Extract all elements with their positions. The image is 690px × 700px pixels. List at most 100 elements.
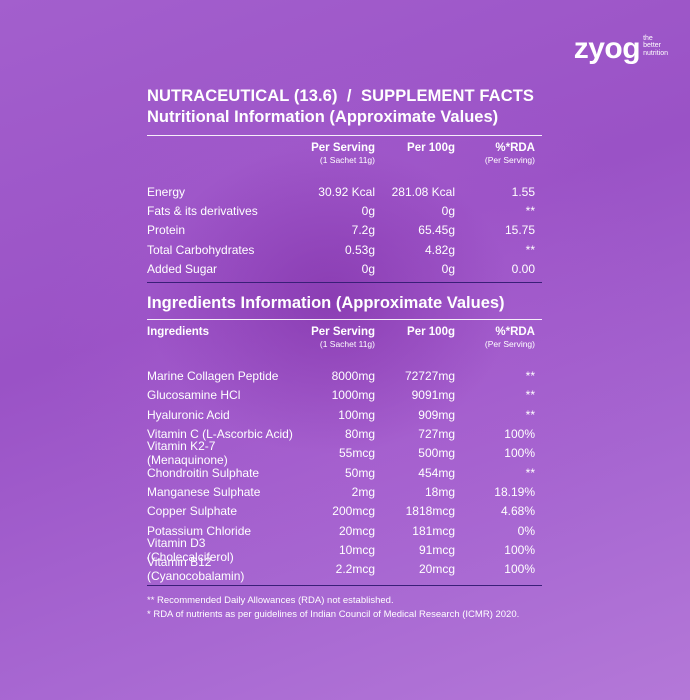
row-name: Vitamin B12 (Cyanocobalamin) xyxy=(147,555,245,584)
row-rda: 100% xyxy=(504,446,535,461)
row-name: Potassium Chloride xyxy=(147,523,252,538)
header-ingredients: Ingredients xyxy=(147,326,209,339)
ingredient-row: Marine Collagen Peptide 8000mg 72727mg ** xyxy=(147,366,542,385)
header-rda-main: %*RDA xyxy=(495,326,535,339)
footnote-rda-not-established: ** Recommended Daily Allowances (RDA) no… xyxy=(147,594,394,606)
nutrition-row: Fats & its derivatives 0g 0g ** xyxy=(147,201,542,220)
divider xyxy=(147,319,542,321)
header-rda-sub: (Per Serving) xyxy=(484,339,535,350)
row-name: Chondroitin Sulphate xyxy=(147,465,260,480)
ingredient-row: Copper Sulphate 200mcg 1818mcg 4.68% xyxy=(147,502,542,521)
row-per-serving: 2.2mcg xyxy=(335,562,375,577)
row-name: Glucosamine HCl xyxy=(147,388,241,403)
row-rda: 100% xyxy=(504,562,535,577)
header-per-100g-main: Per 100g xyxy=(407,326,455,339)
row-per-100g: 4.82g xyxy=(424,242,455,257)
row-rda: 0% xyxy=(517,523,535,538)
row-rda: ** xyxy=(525,242,535,257)
divider xyxy=(147,135,542,136)
ingredient-row: Vitamin D3 (Cholecalciferol) 10mcg 91mcg 10… xyxy=(147,536,542,564)
row-per-serving: 55mcg xyxy=(338,446,375,461)
nutrition-row: Added Sugar 0g 0g 0.00 xyxy=(147,259,542,278)
header-rda-main: %*RDA xyxy=(495,142,535,154)
ingredient-row: Vitamin K2-7 (Menaquinone) 55mcg 500mg 100% xyxy=(147,439,542,467)
header-per-serving: Per Serving (1 Sachet 11g) xyxy=(295,326,375,350)
row-per-serving: 2mg xyxy=(351,484,375,499)
header-per-serving-main: Per Serving xyxy=(311,142,375,154)
row-rda: 0.00 xyxy=(511,261,535,276)
row-per-100g: 0g xyxy=(441,261,455,276)
logo-wordmark: zyog xyxy=(573,32,641,65)
row-name: Marine Collagen Peptide xyxy=(147,369,279,384)
row-name: Copper Sulphate xyxy=(147,504,238,519)
footnotes: ** Recommended Daily Allowances (RDA) no… xyxy=(147,594,542,622)
nutrition-table-body: Energy 30.92 Kcal 281.08 Kcal 1.55 Fats & it… xyxy=(147,182,542,278)
tagline-line-3: nutrition xyxy=(643,49,668,57)
ingredient-row: Chondroitin Sulphate 50mg 454mg ** xyxy=(147,463,542,482)
ingredient-row: Hyaluronic Acid 100mg 909mg ** xyxy=(147,405,542,424)
row-per-serving: 0g xyxy=(361,203,375,218)
row-name: Hyaluronic Acid xyxy=(147,407,230,422)
facts-panel: NUTRACEUTICAL (13.6) / SUPPLEMENT FACTS … xyxy=(147,86,542,622)
row-per-serving: 7.2g xyxy=(351,223,375,238)
ingredients-header-row: Ingredients Per Serving (1 Sachet 11g) P… xyxy=(147,320,542,366)
row-per-serving: 80mg xyxy=(344,427,375,442)
divider xyxy=(147,584,542,586)
row-rda: 18.19% xyxy=(494,484,535,499)
row-per-100g: 20mcg xyxy=(418,562,455,577)
row-name: Vitamin D3 (Cholecalciferol) xyxy=(147,535,234,564)
row-per-100g: 454mg xyxy=(418,465,455,480)
ingredient-row: Glucosamine HCl 1000mg 9091mg ** xyxy=(147,386,542,405)
page-title: NUTRACEUTICAL (13.6) / SUPPLEMENT FACTS xyxy=(147,87,534,105)
header-rda: %*RDA (Per Serving) xyxy=(455,142,535,166)
ingredient-row: Potassium Chloride 20mcg 181mcg 0% xyxy=(147,521,542,540)
row-per-100g: 500mg xyxy=(418,446,455,461)
row-per-serving: 30.92 Kcal xyxy=(318,184,375,199)
header-per-100g: Per 100g xyxy=(375,326,455,338)
logo-tagline: the better nutrition xyxy=(643,35,668,58)
row-per-100g: 65.45g xyxy=(418,223,455,238)
row-name: Fats & its derivatives xyxy=(147,203,258,218)
row-per-serving: 0g xyxy=(361,261,375,276)
row-per-100g: 281.08 Kcal xyxy=(391,184,455,199)
row-per-100g: 0g xyxy=(441,203,455,218)
row-rda: 4.68% xyxy=(500,504,535,519)
ingredients-heading: Ingredients Information (Approximate Val… xyxy=(147,294,505,313)
tagline-line-1: the xyxy=(643,34,653,42)
header-per-100g-main: Per 100g xyxy=(407,142,455,154)
nutrition-header-row: Per Serving (1 Sachet 11g) Per 100g %*RD… xyxy=(147,136,542,182)
row-per-serving: 200mcg xyxy=(332,504,375,519)
row-name: Added Sugar xyxy=(147,261,218,276)
row-rda: ** xyxy=(525,388,535,403)
row-per-100g: 909mg xyxy=(418,407,455,422)
nutrition-row: Energy 30.92 Kcal 281.08 Kcal 1.55 xyxy=(147,182,542,201)
brand-logo: zyog the better nutrition xyxy=(574,34,668,64)
row-per-100g: 9091mg xyxy=(411,388,455,403)
ingredient-row: Vitamin C (L-Ascorbic Acid) 80mg 727mg 100% xyxy=(147,424,542,443)
nutrition-row: Protein 7.2g 65.45g 15.75 xyxy=(147,221,542,240)
header-per-100g: Per 100g xyxy=(375,142,455,154)
row-per-serving: 50mg xyxy=(344,465,375,480)
row-name: Vitamin K2-7 (Menaquinone) xyxy=(147,439,228,468)
row-name: Protein xyxy=(147,223,186,238)
row-per-serving: 100mg xyxy=(338,407,375,422)
header-per-serving-main: Per Serving xyxy=(311,326,375,339)
row-per-100g: 727mg xyxy=(418,427,455,442)
row-rda: ** xyxy=(525,203,535,218)
row-per-serving: 1000mg xyxy=(331,388,375,403)
row-per-serving: 8000mg xyxy=(331,369,375,384)
nutrition-row: Total Carbohydrates 0.53g 4.82g ** xyxy=(147,240,542,259)
row-per-serving: 0.53g xyxy=(344,242,375,257)
header-rda-sub: (Per Serving) xyxy=(484,155,535,165)
ingredient-row: Vitamin B12 (Cyanocobalamin) 2.2mcg 20mcg 1… xyxy=(147,555,542,583)
row-rda: 1.55 xyxy=(511,184,535,199)
tagline-line-2: better xyxy=(643,42,661,50)
row-per-serving: 20mcg xyxy=(338,523,375,538)
header-rda: %*RDA (Per Serving) xyxy=(455,326,535,350)
ingredient-row: Manganese Sulphate 2mg 18mg 18.19% xyxy=(147,482,542,501)
row-per-100g: 72727mg xyxy=(404,369,455,384)
row-rda: ** xyxy=(525,465,535,480)
nutrition-heading: Nutritional Information (Approximate Val… xyxy=(147,108,499,126)
row-rda: ** xyxy=(525,407,535,422)
row-per-100g: 18mg xyxy=(424,484,455,499)
